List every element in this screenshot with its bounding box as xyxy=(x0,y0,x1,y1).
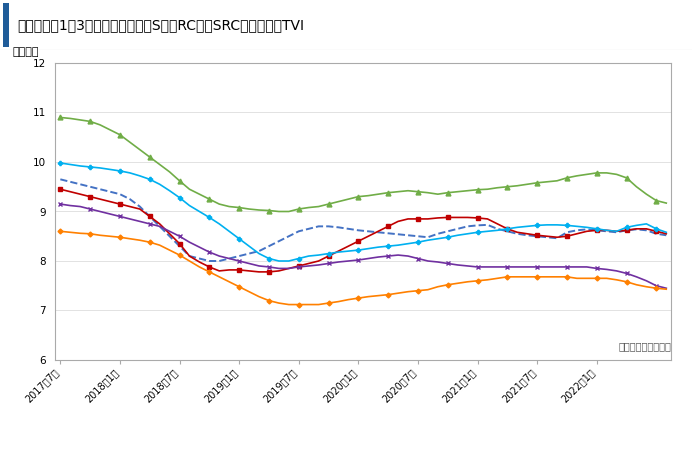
Text: 分析：株式会社タス: 分析：株式会社タス xyxy=(619,341,671,351)
Text: 図５－３　1都3県マンション系（S造、RC造、SRC造）空室率TVI: 図５－３ 1都3県マンション系（S造、RC造、SRC造）空室率TVI xyxy=(17,18,304,32)
Text: ポイント: ポイント xyxy=(12,47,39,57)
Bar xyxy=(3,4,9,47)
Legend: 東京都, 東京23区, 東京市部, 神奈川県, 埼玉県, 千葉県: 東京都, 東京23区, 東京市部, 神奈川県, 埼玉県, 千葉県 xyxy=(197,448,530,450)
